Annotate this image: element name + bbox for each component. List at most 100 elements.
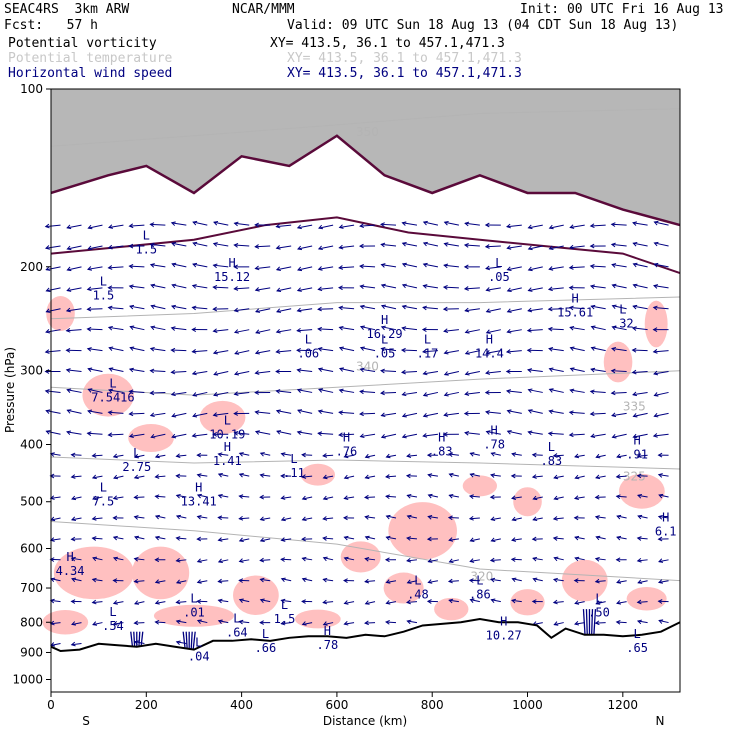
wind-vector-head [129, 304, 135, 310]
wind-vector-head [87, 409, 93, 415]
wind-vector-head [443, 371, 449, 376]
x-tick-label: 200 [135, 698, 158, 712]
wind-vector [553, 454, 564, 457]
wind-vector-head [217, 578, 223, 584]
wind-vector [402, 222, 418, 226]
wind-vector [591, 368, 606, 373]
wind-vector [255, 411, 271, 414]
wind-vector [449, 494, 459, 498]
wind-vector [50, 453, 61, 456]
wind-vector-head [632, 262, 638, 268]
wind-vector [92, 578, 103, 582]
wind-vector-head [86, 431, 92, 436]
wind-vector-head [112, 453, 118, 459]
pv-fill-region [510, 589, 545, 616]
wind-vector [323, 517, 334, 520]
wind-vector [297, 369, 313, 373]
wind-vector [297, 287, 313, 292]
wind-vector-head [464, 371, 470, 376]
wind-vector-head [615, 494, 621, 500]
wind-vector-head [526, 327, 532, 333]
wind-vector-head [150, 304, 156, 310]
wind-vector [548, 328, 564, 331]
wind-vector-head [254, 410, 260, 415]
wind-vector-head [611, 412, 617, 418]
extremum-type: H [195, 480, 202, 494]
wind-vector-head [548, 224, 554, 230]
wind-vector-head [447, 515, 453, 521]
wind-vector-head [485, 329, 491, 334]
wind-vector-head [338, 265, 344, 270]
wind-vector [276, 266, 292, 271]
extremum-type: L [424, 333, 431, 347]
terrain-line [50, 618, 681, 653]
wind-vector-head [343, 474, 349, 480]
wind-vector-head [297, 409, 303, 414]
wind-vector [569, 306, 585, 310]
wind-vector [302, 454, 313, 456]
extremum-type: L [476, 573, 483, 587]
wind-vector-head [380, 283, 386, 289]
wind-vector-head [91, 453, 97, 458]
theta-contour-320 [50, 520, 681, 582]
extremum-value: 10.19 [209, 428, 245, 442]
wind-vector [297, 224, 313, 229]
wind-vector [423, 242, 439, 247]
wind-vector [318, 266, 334, 270]
wind-vector [46, 329, 61, 333]
wind-vector-head [45, 430, 51, 435]
wind-vector [318, 245, 334, 250]
wind-vector-head [70, 452, 76, 458]
wind-vector-head [171, 433, 177, 439]
wind-vector [365, 454, 376, 458]
wind-vector [276, 308, 292, 313]
wind-vector-head [595, 535, 601, 541]
wind-vector-head [631, 326, 637, 331]
wind-vector [591, 305, 606, 310]
wind-vector-head [255, 308, 261, 313]
wind-vector [486, 371, 501, 374]
wind-vector [88, 388, 103, 393]
wind-vector [344, 454, 355, 458]
wind-vector-head [317, 367, 323, 372]
wind-vector-head [595, 453, 601, 459]
wind-vector-head [92, 621, 98, 626]
wind-vector [612, 326, 627, 331]
wind-vector-head [150, 283, 156, 289]
wind-vector-head [217, 472, 223, 478]
wind-vector-head [296, 287, 302, 292]
wind-vector-head [380, 346, 386, 352]
pv-fill-region [513, 487, 542, 517]
wind-vector [528, 409, 543, 414]
wind-vector [633, 242, 648, 247]
wind-vector-head [87, 367, 93, 372]
wind-vector-head [595, 600, 601, 605]
wind-vector [554, 496, 564, 500]
wind-vector [45, 224, 61, 228]
theta-contour-layer: 350 340 335 325 320 [50, 108, 681, 584]
wind-vector-head [552, 599, 558, 605]
wind-vector-head [532, 577, 538, 583]
wind-vector-head [484, 222, 490, 228]
y-tick-label: 500 [20, 495, 43, 509]
wind-vector-head [636, 473, 642, 479]
wind-vector [50, 599, 61, 603]
wind-vector [108, 411, 124, 414]
wind-vector-head [616, 535, 622, 541]
extremum-value: .76 [336, 444, 358, 458]
wind-vector [87, 287, 103, 290]
wind-vector [659, 494, 669, 498]
wind-vector [637, 454, 648, 457]
wind-vector-head [322, 474, 328, 480]
wind-vector [213, 221, 229, 226]
wind-vector [155, 601, 166, 604]
wind-vector-head [92, 495, 98, 501]
wind-vector [197, 515, 208, 519]
wind-vector-head [301, 556, 307, 562]
wind-vector-head [652, 327, 658, 332]
wind-vector [386, 580, 397, 583]
valid-time: Valid: 09 UTC Sun 18 Aug 13 (04 CDT Sun … [287, 18, 679, 33]
wind-vector-head [86, 266, 93, 271]
wind-vector-head [128, 284, 134, 290]
wind-vector-head [405, 473, 411, 479]
